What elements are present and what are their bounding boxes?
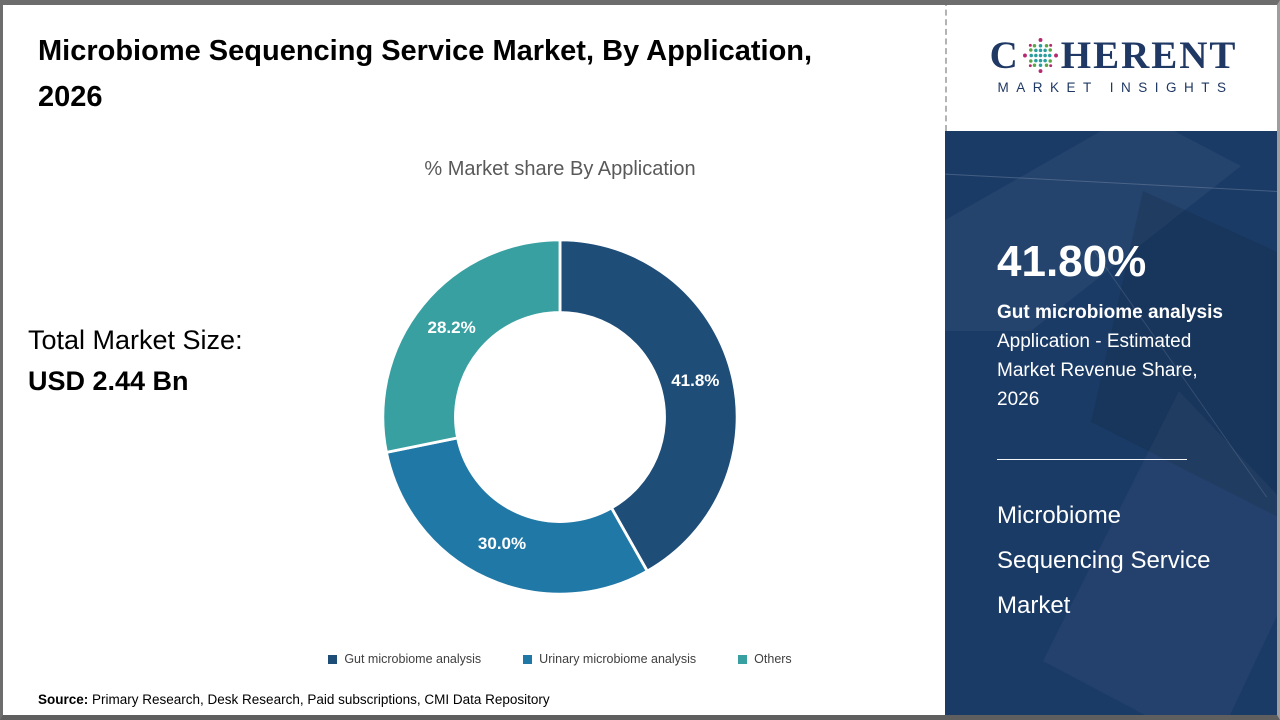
- donut-data-label: 30.0%: [478, 534, 526, 553]
- legend-swatch-icon: [738, 654, 748, 664]
- legend-item-2: Urinary microbiome analysis: [523, 652, 696, 666]
- donut-slice-3: [381, 238, 562, 455]
- brand-subtitle: MARKET INSIGHTS: [997, 80, 1234, 95]
- key-stat-value: 41.80%: [997, 237, 1147, 286]
- map-texture-line: [945, 173, 1280, 194]
- donut-data-label: 41.8%: [671, 371, 719, 390]
- key-stat-description: Application - Estimated Market Revenue S…: [997, 331, 1198, 411]
- legend-label: Gut microbiome analysis: [344, 652, 482, 666]
- report-market-name: Microbiome Sequencing Service Market: [997, 502, 1211, 619]
- main-content-area: Microbiome Sequencing Service Market, By…: [28, 35, 813, 707]
- total-market-size-label: Total Market Size:: [28, 325, 243, 355]
- key-stat-segment: Gut microbiome analysis: [997, 302, 1223, 324]
- legend-item-3: Others: [738, 652, 792, 666]
- chart-legend: Gut microbiome analysis Urinary microbiom…: [60, 648, 1060, 670]
- total-market-size-block: Total Market Size: USD 2.44 Bn: [28, 325, 243, 397]
- coherent-dotted-globe-icon: [1022, 38, 1058, 73]
- donut-slice-1: [558, 238, 739, 574]
- brand-letters-herent: HERENT: [1060, 34, 1238, 77]
- sidebar-panel: 41.80% Gut microbiome analysis Applicati…: [945, 131, 1280, 720]
- legend-label: Others: [754, 652, 792, 666]
- page-title: Microbiome Sequencing Service Market, By…: [38, 35, 813, 113]
- source-note: Source: Primary Research, Desk Research,…: [38, 692, 550, 707]
- donut-data-label: 28.2%: [428, 318, 476, 337]
- legend-swatch-icon: [523, 654, 533, 664]
- brand-logo: C HERENT MARKET INSIGHTS: [945, 0, 1280, 131]
- legend-swatch-icon: [328, 654, 338, 664]
- total-market-size-value: USD 2.44 Bn: [28, 366, 189, 396]
- sidebar-divider: [997, 459, 1187, 460]
- key-stat-block: 41.80% Gut microbiome analysis Applicati…: [997, 237, 1242, 414]
- source-text: Primary Research, Desk Research, Paid su…: [88, 692, 550, 707]
- chart-subtitle: % Market share By Application: [424, 158, 696, 180]
- donut-chart-svg: 41.8% 30.0% 28.2%: [381, 238, 739, 596]
- brand-letter-c: C: [989, 34, 1020, 77]
- donut-slice-2: [384, 436, 650, 596]
- donut-chart: 41.8% 30.0% 28.2%: [374, 231, 746, 603]
- brand-wordmark: C HERENT: [990, 36, 1238, 75]
- source-label: Source:: [38, 692, 89, 707]
- legend-item-1: Gut microbiome analysis: [328, 652, 481, 666]
- legend-label: Urinary microbiome analysis: [539, 652, 697, 666]
- right-sidebar: C HERENT MARKET INSIGHTS 41.80% Gut micr…: [945, 0, 1280, 720]
